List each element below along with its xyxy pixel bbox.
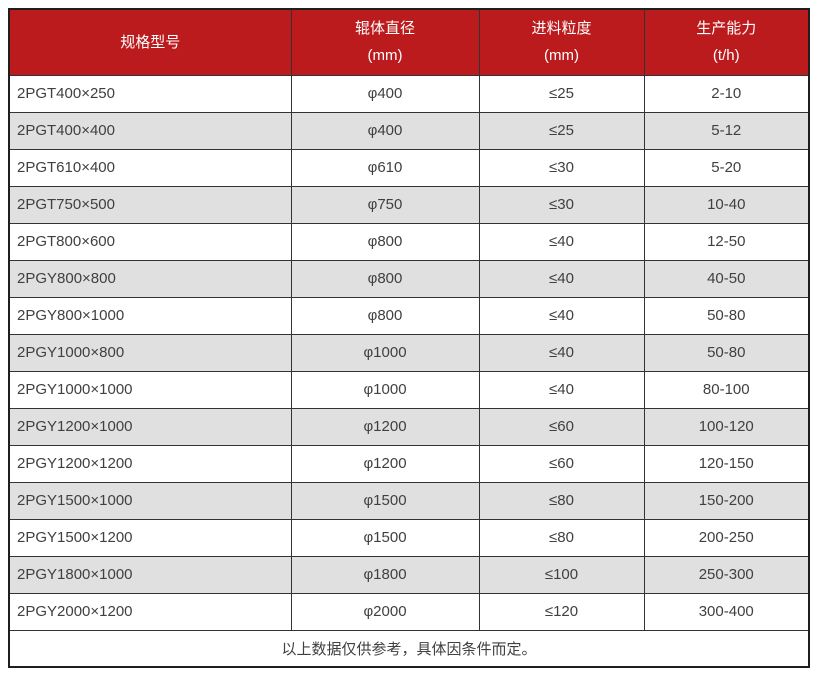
model-cell: 2PGY1000×800 [8,333,292,372]
roller-diameter-cell: φ1500 [290,518,480,557]
capacity-cell: 50-80 [643,296,810,335]
spec-table-container: 规格型号 辊体直径 (mm) 进料粒度 (mm) 生产能力 (t/h) 2PGT400×25… [8,8,810,668]
roller-diameter-cell: φ1000 [290,333,480,372]
capacity-cell: 250-300 [643,555,810,594]
feed-size-cell: ≤25 [478,74,645,113]
model-cell: 2PGT400×400 [8,111,292,150]
column-header-title: 生产能力 [696,20,757,38]
column-header-feed-size: 进料粒度 (mm) [478,8,645,76]
model-cell: 2PGT610×400 [8,148,292,187]
capacity-cell: 5-12 [643,111,810,150]
table-row: 2PGY1200×1200 φ1200 ≤60 120-150 [8,444,810,483]
capacity-cell: 300-400 [643,592,810,631]
column-header-roller-diameter: 辊体直径 (mm) [290,8,480,76]
capacity-cell: 100-120 [643,407,810,446]
model-cell: 2PGY2000×1200 [8,592,292,631]
roller-diameter-cell: φ1200 [290,407,480,446]
model-cell: 2PGY1500×1200 [8,518,292,557]
model-cell: 2PGY800×1000 [8,296,292,335]
feed-size-cell: ≤60 [478,407,645,446]
roller-diameter-cell: φ800 [290,296,480,335]
roller-diameter-cell: φ750 [290,185,480,224]
column-header-unit: (mm) [367,47,403,65]
table-row: 2PGY800×1000 φ800 ≤40 50-80 [8,296,810,335]
footnote-text: 以上数据仅供参考，具体因条件而定。 [8,629,810,668]
table-row: 2PGT400×250 φ400 ≤25 2-10 [8,74,810,113]
roller-diameter-cell: φ1800 [290,555,480,594]
column-header-title: 辊体直径 [354,20,415,38]
feed-size-cell: ≤40 [478,296,645,335]
feed-size-cell: ≤80 [478,518,645,557]
model-cell: 2PGT800×600 [8,222,292,261]
roller-diameter-cell: φ1000 [290,370,480,409]
feed-size-cell: ≤80 [478,481,645,520]
model-cell: 2PGT400×250 [8,74,292,113]
column-header-unit: (mm) [544,47,579,65]
roller-diameter-cell: φ1200 [290,444,480,483]
roller-diameter-cell: φ800 [290,259,480,298]
column-header-title: 进料粒度 [531,20,592,38]
model-cell: 2PGY1000×1000 [8,370,292,409]
capacity-cell: 10-40 [643,185,810,224]
model-cell: 2PGT750×500 [8,185,292,224]
feed-size-cell: ≤40 [478,259,645,298]
capacity-cell: 150-200 [643,481,810,520]
roller-diameter-cell: φ610 [290,148,480,187]
table-row: 2PGY1200×1000 φ1200 ≤60 100-120 [8,407,810,446]
column-header-title: 规格型号 [120,33,181,51]
capacity-cell: 120-150 [643,444,810,483]
capacity-cell: 80-100 [643,370,810,409]
model-cell: 2PGY1500×1000 [8,481,292,520]
header-row: 规格型号 辊体直径 (mm) 进料粒度 (mm) 生产能力 (t/h) [8,8,810,76]
model-cell: 2PGY1200×1000 [8,407,292,446]
feed-size-cell: ≤40 [478,222,645,261]
footnote-row: 以上数据仅供参考，具体因条件而定。 [8,629,810,668]
capacity-cell: 5-20 [643,148,810,187]
table-row: 2PGY2000×1200 φ2000 ≤120 300-400 [8,592,810,631]
table-row: 2PGT750×500 φ750 ≤30 10-40 [8,185,810,224]
feed-size-cell: ≤25 [478,111,645,150]
feed-size-cell: ≤30 [478,148,645,187]
table-row: 2PGT610×400 φ610 ≤30 5-20 [8,148,810,187]
feed-size-cell: ≤40 [478,333,645,372]
column-header-model: 规格型号 [8,8,292,76]
capacity-cell: 200-250 [643,518,810,557]
table-row: 2PGT800×600 φ800 ≤40 12-50 [8,222,810,261]
table-row: 2PGY1500×1200 φ1500 ≤80 200-250 [8,518,810,557]
roller-diameter-cell: φ1500 [290,481,480,520]
roller-diameter-cell: φ2000 [290,592,480,631]
feed-size-cell: ≤120 [478,592,645,631]
feed-size-cell: ≤40 [478,370,645,409]
table-row: 2PGY1800×1000 φ1800 ≤100 250-300 [8,555,810,594]
model-cell: 2PGY1200×1200 [8,444,292,483]
table-row: 2PGY1500×1000 φ1500 ≤80 150-200 [8,481,810,520]
table-row: 2PGY800×800 φ800 ≤40 40-50 [8,259,810,298]
table-row: 2PGY1000×800 φ1000 ≤40 50-80 [8,333,810,372]
feed-size-cell: ≤30 [478,185,645,224]
table-row: 2PGT400×400 φ400 ≤25 5-12 [8,111,810,150]
column-header-unit: (t/h) [712,47,740,65]
capacity-cell: 2-10 [643,74,810,113]
roller-diameter-cell: φ400 [290,111,480,150]
spec-table: 规格型号 辊体直径 (mm) 进料粒度 (mm) 生产能力 (t/h) 2PGT400×25… [8,8,810,668]
roller-diameter-cell: φ800 [290,222,480,261]
model-cell: 2PGY1800×1000 [8,555,292,594]
table-body: 2PGT400×250 φ400 ≤25 2-10 2PGT400×400 φ400 ≤25… [8,74,810,631]
capacity-cell: 50-80 [643,333,810,372]
feed-size-cell: ≤100 [478,555,645,594]
model-cell: 2PGY800×800 [8,259,292,298]
capacity-cell: 12-50 [643,222,810,261]
roller-diameter-cell: φ400 [290,74,480,113]
feed-size-cell: ≤60 [478,444,645,483]
column-header-capacity: 生产能力 (t/h) [643,8,810,76]
table-row: 2PGY1000×1000 φ1000 ≤40 80-100 [8,370,810,409]
capacity-cell: 40-50 [643,259,810,298]
